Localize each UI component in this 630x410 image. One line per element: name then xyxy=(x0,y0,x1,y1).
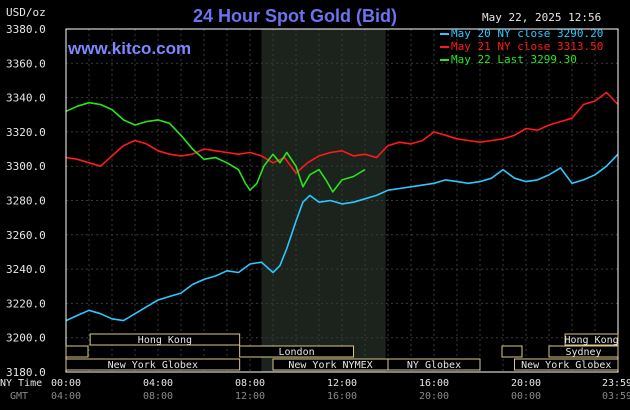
ny-tick-label: 00:00 xyxy=(51,378,81,389)
session-bar xyxy=(65,345,89,358)
y-tick-label: 3240.0 xyxy=(6,263,46,276)
session-bar xyxy=(239,345,354,358)
gmt-tick-label: 20:00 xyxy=(419,391,449,402)
y-tick-label: 3360.0 xyxy=(6,57,46,70)
gmt-tick-label: 08:00 xyxy=(143,391,173,402)
y-tick-label: 3320.0 xyxy=(6,126,46,139)
y-tick-label: 3180.0 xyxy=(6,366,46,379)
gmt-tick-label: 04:00 xyxy=(51,391,81,402)
plot-area xyxy=(65,28,619,373)
ny-tick-label: 12:00 xyxy=(327,378,357,389)
session-bar xyxy=(514,358,619,371)
session-bar xyxy=(548,345,619,358)
y-tick-label: 3260.0 xyxy=(6,229,46,242)
gmt-label: GMT xyxy=(10,391,28,402)
time-axis: NY Time GMT 00:00 04:00 04:00 08:00 08:00 12:00… xyxy=(0,378,630,402)
gmt-tick-label: 00:00 xyxy=(511,391,541,402)
gmt-tick-label: 16:00 xyxy=(327,391,357,402)
ny-tick-label: 23:59 xyxy=(602,378,630,389)
y-tick-label: 3280.0 xyxy=(6,195,46,208)
legend-entry: May 20 NY close 3290.20 xyxy=(451,27,603,40)
session-bar xyxy=(65,358,241,371)
watermark: www.kitco.com xyxy=(67,39,191,58)
ny-tick-label: 08:00 xyxy=(235,378,265,389)
ny-tick-label: 16:00 xyxy=(419,378,449,389)
unit-label: USD/oz xyxy=(6,6,46,19)
session-bar xyxy=(501,345,523,358)
session-bar xyxy=(564,333,619,346)
ny-tick-label: 20:00 xyxy=(511,378,541,389)
session-label: NY Globex xyxy=(407,360,461,371)
chart-title: 24 Hour Spot Gold (Bid) xyxy=(193,6,397,26)
y-tick-label: 3340.0 xyxy=(6,92,46,105)
session-bar xyxy=(387,358,481,371)
legend-entry: May 21 NY close 3313.50 xyxy=(451,40,603,53)
session-label: Hong Kong xyxy=(564,335,618,346)
session-label: London xyxy=(279,347,315,358)
session-label: New York Globex xyxy=(108,360,198,371)
session-bars: Hong Kong Hong Kong London Sydney New York G… xyxy=(65,333,619,371)
y-tick-label: 3380.0 xyxy=(6,23,46,36)
series-line xyxy=(65,153,619,322)
gmt-tick-label: 03:59 xyxy=(602,391,630,402)
gmt-tick-label: 12:00 xyxy=(235,391,265,402)
series-layer xyxy=(65,91,619,322)
plot-frame xyxy=(65,28,619,373)
timestamp: May 22, 2025 12:56 xyxy=(482,11,601,24)
legend-entry: May 22 Last 3299.30 xyxy=(451,53,577,66)
session-bar xyxy=(89,333,241,346)
series-line xyxy=(65,101,366,193)
y-axis-ticks: 3380.0 3360.0 3340.0 3320.0 3300.0 3280.0 3260… xyxy=(6,23,46,379)
series-line xyxy=(65,91,619,174)
session-label: New York NYMEX xyxy=(288,360,372,371)
y-tick-label: 3200.0 xyxy=(6,332,46,345)
y-tick-label: 3220.0 xyxy=(6,297,46,310)
session-label: Hong Kong xyxy=(138,335,192,346)
gridlines xyxy=(65,28,619,373)
session-label: New York Globex xyxy=(521,360,611,371)
session-label: Sydney xyxy=(565,347,601,358)
ny-tick-label: 04:00 xyxy=(143,378,173,389)
y-tick-label: 3300.0 xyxy=(6,160,46,173)
ny-time-label: NY Time xyxy=(0,378,42,389)
